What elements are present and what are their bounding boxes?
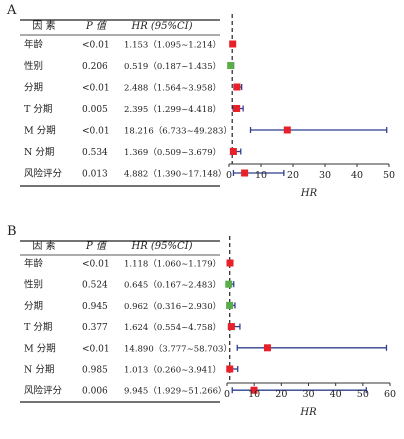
hr-point-marker: [229, 148, 237, 155]
row-factor: 年龄: [24, 39, 44, 51]
row-factor: N 分期: [24, 365, 54, 376]
x-tick-label: 0: [226, 170, 232, 181]
hr-point-marker: [233, 105, 241, 112]
row-p-value: 0.534: [82, 148, 108, 158]
row-hr-text: 0.645（0.167~2.483）: [124, 280, 221, 291]
hr-point-marker: [263, 344, 271, 352]
x-tick-label: 40: [351, 170, 363, 181]
row-factor: T 分期: [24, 322, 52, 333]
hr-point-marker: [283, 126, 291, 134]
row-hr-text: 1.118（1.060~1.179）: [124, 259, 221, 270]
row-hr-text: 1.013（0.260~3.941）: [124, 365, 221, 376]
row-p-value: 0.013: [82, 170, 108, 180]
x-tick-label: 30: [302, 389, 314, 400]
row-p-value: <0.01: [82, 344, 110, 354]
row-hr-text: 0.962（0.316~2.930）: [124, 301, 221, 312]
row-p-value: 0.945: [82, 302, 108, 312]
row-factor: 年龄: [24, 258, 44, 270]
x-tick-label: 10: [255, 170, 267, 181]
hr-point-marker: [225, 280, 233, 288]
row-factor: 风险评分: [24, 168, 63, 180]
x-tick-label: 20: [287, 170, 299, 181]
x-axis-label: HR: [299, 407, 317, 418]
row-factor: 风险评分: [24, 385, 63, 397]
hr-point-marker: [226, 365, 234, 373]
column-header: HR (95%CI): [130, 241, 192, 252]
row-hr-text: 2.395（1.299~4.418）: [124, 104, 221, 115]
x-tick-label: 20: [275, 389, 287, 400]
column-header: 因 素: [32, 19, 55, 32]
row-p-value: <0.01: [82, 84, 110, 94]
hr-point-marker: [227, 62, 235, 69]
column-header: HR (95%CI): [130, 21, 192, 32]
row-p-value: 0.524: [82, 281, 108, 291]
x-tick-label: 50: [357, 389, 369, 400]
row-hr-text: 0.519（0.187~1.435）: [124, 61, 221, 72]
row-hr-text: 2.488（1.564~3.958）: [124, 83, 221, 94]
row-factor: 性别: [24, 279, 43, 291]
hr-point-marker: [229, 40, 237, 48]
row-factor: 性别: [24, 60, 43, 72]
forest-panel-b: B 因 素 P 值 HR (95%CI) 年龄 <0.01 1.118（1.060~1.17…: [7, 224, 396, 418]
row-hr-text: 1.369（0.509~3.679）: [124, 147, 221, 158]
row-factor: 分期: [24, 83, 43, 94]
forest-panel-a: A 因 素 P 值 HR (95%CI) 年龄 <0.01 1.153（1.095~1.21…: [6, 3, 395, 199]
row-factor: M 分期: [24, 126, 56, 137]
x-tick-label: 10: [248, 389, 260, 400]
x-tick-label: 40: [330, 389, 342, 400]
hr-point-marker: [226, 301, 234, 309]
column-header: P 值: [85, 20, 108, 32]
hr-point-marker: [241, 169, 249, 177]
x-tick-label: 30: [319, 170, 331, 181]
x-axis-label: HR: [300, 188, 318, 199]
row-p-value: 0.206: [82, 62, 108, 72]
hr-point-marker: [226, 259, 234, 267]
row-factor: 分期: [24, 301, 43, 312]
row-p-value: 0.005: [82, 105, 108, 115]
row-factor: N 分期: [24, 147, 54, 158]
row-hr-text: 18.216（6.733~49.283）: [124, 126, 232, 137]
column-header: 因 素: [32, 239, 55, 252]
column-header: P 值: [85, 240, 108, 252]
row-factor: T 分期: [24, 104, 52, 115]
row-hr-text: 1.624（0.554~4.758）: [124, 322, 221, 333]
row-hr-text: 1.153（1.095~1.214）: [124, 40, 221, 51]
row-p-value: 0.377: [82, 323, 108, 333]
hr-point-marker: [227, 323, 235, 331]
row-p-value: <0.01: [82, 127, 110, 137]
row-hr-text: 9.945（1.929~51.266）: [124, 386, 227, 397]
hr-point-marker: [250, 386, 258, 394]
row-hr-text: 14.890（3.777~58.703）: [124, 343, 232, 354]
x-tick-label: 50: [383, 170, 395, 181]
row-p-value: <0.01: [82, 41, 110, 51]
panel-label: A: [6, 3, 17, 18]
row-p-value: 0.006: [82, 387, 108, 397]
panel-label: B: [7, 224, 17, 239]
row-p-value: <0.01: [82, 260, 110, 270]
x-tick-label: 0: [224, 389, 230, 400]
row-hr-text: 4.882（1.390~17.148）: [124, 169, 227, 180]
hr-point-marker: [233, 83, 241, 91]
x-tick-label: 60: [384, 389, 396, 400]
row-factor: M 分期: [24, 343, 56, 354]
row-p-value: 0.985: [82, 366, 108, 376]
